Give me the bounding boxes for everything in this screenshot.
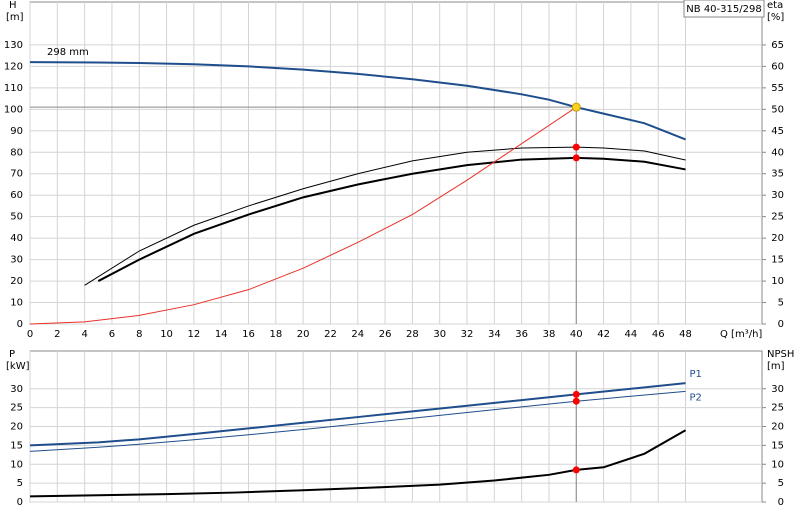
- x-tick-label: 22: [324, 329, 337, 340]
- y2-tick-label: 45: [771, 126, 784, 137]
- y-tick-label: 10: [10, 459, 23, 470]
- y-axis-unit: [kW]: [6, 361, 30, 372]
- x-tick-label: 44: [625, 329, 638, 340]
- y-tick-label: 15: [10, 440, 23, 451]
- y2-tick-label: 0: [778, 497, 784, 508]
- x-axis-label: Q [m³/h]: [720, 329, 762, 340]
- operating-marker: [572, 397, 580, 405]
- y-tick-label: 10: [10, 298, 23, 309]
- y-tick-label: 60: [10, 190, 23, 201]
- y2-tick-label: 40: [771, 147, 784, 158]
- y-tick-label: 20: [10, 276, 23, 287]
- y2-tick-label: 15: [771, 255, 784, 266]
- y2-tick-label: 30: [771, 190, 784, 201]
- y2-tick-label: 25: [771, 212, 784, 223]
- title-box: [683, 0, 765, 18]
- series-label: P2: [690, 392, 702, 403]
- series-line: [29, 61, 686, 141]
- x-tick-label: 24: [351, 329, 364, 340]
- x-tick-label: 42: [597, 329, 610, 340]
- y2-tick-label: 0: [778, 319, 784, 330]
- y2-tick-label: 10: [771, 459, 784, 470]
- y2-tick-label: 35: [771, 169, 784, 180]
- x-tick-label: 4: [81, 329, 87, 340]
- x-tick-label: 34: [488, 329, 501, 340]
- x-tick-label: 6: [109, 329, 115, 340]
- series-label: P1: [690, 369, 702, 380]
- y2-axis-unit: [m]: [767, 361, 785, 372]
- x-tick-label: 20: [297, 329, 310, 340]
- x-tick-label: 38: [543, 329, 556, 340]
- y-tick-label: 5: [17, 478, 23, 489]
- y2-tick-label: 30: [771, 384, 784, 395]
- y-tick-label: 0: [17, 497, 23, 508]
- y-tick-label: 120: [4, 61, 23, 72]
- x-tick-label: 32: [461, 329, 474, 340]
- x-tick-label: 48: [679, 329, 692, 340]
- operating-marker: [572, 390, 580, 398]
- y-tick-label: 50: [10, 212, 23, 223]
- x-tick-label: 18: [269, 329, 282, 340]
- x-tick-label: 40: [570, 329, 583, 340]
- x-tick-label: 12: [188, 329, 201, 340]
- y2-tick-label: 60: [771, 61, 784, 72]
- chart-title: NB 40-315/298: [686, 4, 761, 15]
- y2-tick-label: 5: [778, 298, 784, 309]
- operating-marker: [572, 466, 580, 474]
- x-tick-label: 10: [160, 329, 173, 340]
- x-tick-label: 36: [515, 329, 528, 340]
- y2-tick-label: 20: [771, 422, 784, 433]
- series-line: [29, 106, 577, 325]
- y2-tick-label: 55: [771, 83, 784, 94]
- series-label: 298 mm: [47, 47, 89, 58]
- y-tick-label: 30: [10, 384, 23, 395]
- y-tick-label: 40: [10, 233, 23, 244]
- y2-axis-label: eta: [767, 0, 783, 11]
- y2-tick-label: 65: [771, 40, 784, 51]
- y2-tick-label: 50: [771, 104, 784, 115]
- y-tick-label: 0: [17, 319, 23, 330]
- y2-tick-label: 25: [771, 403, 784, 414]
- y-tick-label: 25: [10, 403, 23, 414]
- x-tick-label: 0: [27, 329, 33, 340]
- y-tick-label: 20: [10, 422, 23, 433]
- y2-tick-label: 10: [771, 276, 784, 287]
- y-tick-label: 110: [4, 83, 23, 94]
- x-tick-label: 14: [215, 329, 228, 340]
- y-tick-label: 70: [10, 169, 23, 180]
- x-tick-label: 30: [433, 329, 446, 340]
- series-line: [97, 156, 686, 282]
- x-tick-label: 46: [652, 329, 665, 340]
- y2-axis-unit: [%]: [767, 12, 784, 23]
- operating-marker: [572, 143, 580, 151]
- x-tick-label: 26: [379, 329, 392, 340]
- series-line: [29, 429, 687, 498]
- operating-point: [571, 102, 581, 112]
- y-axis-label: P: [9, 349, 15, 360]
- y2-tick-label: 5: [778, 478, 784, 489]
- plot-area: [29, 1, 763, 325]
- series-line: [84, 146, 686, 286]
- y-tick-label: 30: [10, 255, 23, 266]
- y-tick-label: 130: [4, 40, 23, 51]
- y-tick-label: 80: [10, 147, 23, 158]
- y2-tick-label: 15: [771, 440, 784, 451]
- x-tick-label: 16: [242, 329, 255, 340]
- x-tick-label: 28: [406, 329, 419, 340]
- y-axis-label: H: [9, 0, 17, 11]
- x-tick-label: 2: [54, 329, 60, 340]
- y2-axis-label: NPSH: [767, 349, 794, 360]
- x-tick-label: 8: [136, 329, 142, 340]
- y-tick-label: 100: [4, 104, 23, 115]
- operating-marker: [572, 154, 580, 162]
- y2-tick-label: 20: [771, 233, 784, 244]
- y-tick-label: 90: [10, 126, 23, 137]
- y-axis-unit: [m]: [6, 12, 24, 23]
